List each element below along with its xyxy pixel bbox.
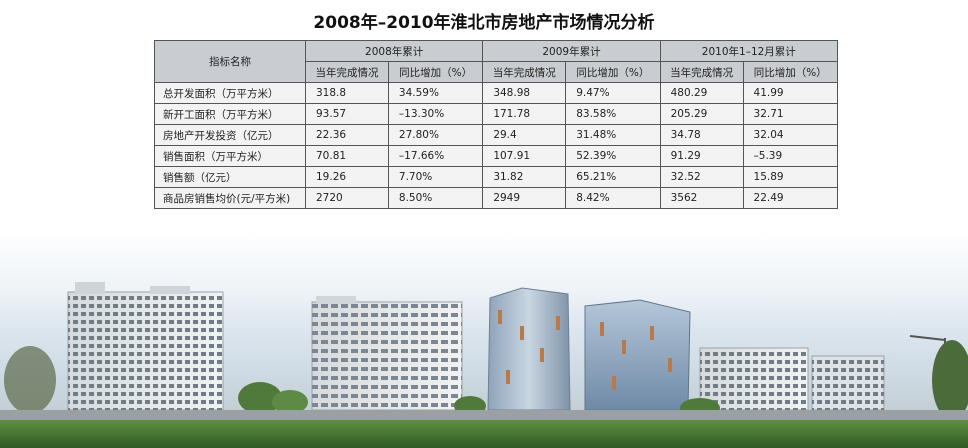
row-label: 新开工面积（万平方米） [154,103,306,125]
table-cell: 171.78 [482,103,567,125]
left-residential-tower [67,282,224,411]
table-cell: 32.71 [742,103,839,125]
table-cell: 52.39% [565,145,661,167]
table-cell: 41.99 [742,82,839,104]
center-residential-tower [311,296,463,411]
table-cell: 480.29 [659,82,744,104]
row-label: 销售额（亿元） [154,166,306,188]
row-label: 总开发面积（万平方米） [154,82,306,104]
right-residential-cluster [699,347,885,411]
table-cell: 70.81 [305,145,389,167]
table-cell: 8.50% [387,187,484,209]
table-cell: 3562 [659,187,744,209]
page-title: 2008年–2010年淮北市房地产市场情况分析 [313,13,655,33]
subheader-cell: 同比增加（%） [742,61,839,83]
corner-header: 指标名称 [154,40,306,83]
table-cell: 34.59% [387,82,484,104]
table-cell: 348.98 [482,82,567,104]
table-row: 新开工面积（万平方米） 93.57 –13.30% 171.78 83.58% … [154,103,839,125]
table-cell: 205.29 [659,103,744,125]
table-cell: 91.29 [659,145,744,167]
group-header-2008: 2008年累计 [304,40,484,62]
table-cell: 29.4 [482,124,567,146]
table-cell: 31.82 [482,166,567,188]
table-cell: 83.58% [565,103,661,125]
subheader-cell: 同比增加（%） [387,61,484,83]
table-subheader-row: 当年完成情况 同比增加（%） 当年完成情况 同比增加（%） 当年完成情况 同比增… [155,61,839,83]
table-row: 总开发面积（万平方米） 318.8 34.59% 348.98 9.47% 48… [154,82,839,104]
table-cell: 65.21% [565,166,661,188]
subheader-cell: 当年完成情况 [659,61,744,83]
table-cell: 19.26 [305,166,389,188]
table-cell: 9.47% [565,82,661,104]
table-cell: 32.52 [659,166,744,188]
group-header-2009: 2009年累计 [482,40,661,62]
group-header-2010: 2010年1–12月累计 [659,40,839,62]
table-row: 商品房销售均价(元/平方米) 2720 8.50% 2949 8.42% 356… [154,187,839,209]
table-cell: 31.48% [565,124,661,146]
row-label: 房地产开发投资（亿元） [154,124,306,146]
table-cell: 34.78 [659,124,744,146]
lawn [0,420,968,448]
subheader-cell: 当年完成情况 [305,61,389,83]
table-cell: –5.39 [742,145,839,167]
table-cell: 7.70% [387,166,484,188]
table-cell: –17.66% [387,145,484,167]
table-row: 房地产开发投资（亿元） 22.36 27.80% 29.4 31.48% 34.… [154,124,839,146]
table-cell: –13.30% [387,103,484,125]
subheader-cell: 同比增加（%） [565,61,661,83]
table-cell: 2720 [305,187,389,209]
row-label: 销售面积（万平方米） [154,145,306,167]
table-cell: 22.36 [305,124,389,146]
tree-row [4,340,968,420]
table-cell: 22.49 [742,187,839,209]
subheader-cell: 当年完成情况 [482,61,567,83]
table-cell: 27.80% [387,124,484,146]
table-cell: 318.8 [305,82,389,104]
market-stats-table: 指标名称 2008年累计 2009年累计 2010年1–12月累计 当年完成情况… [154,40,839,209]
glass-tower-left [487,287,571,411]
table-cell: 2949 [482,187,567,209]
table-cell: 8.42% [565,187,661,209]
street [0,410,968,420]
glass-tower-right [584,299,691,411]
table-cell: 32.04 [742,124,839,146]
table-header-row: 指标名称 2008年累计 2009年累计 2010年1–12月累计 [154,40,839,83]
table-cell: 93.57 [305,103,389,125]
table-row: 销售面积（万平方米） 70.81 –17.66% 107.91 52.39% 9… [154,145,839,167]
city-skyline-illustration [0,282,968,448]
row-label: 商品房销售均价(元/平方米) [154,187,306,209]
table-cell: 15.89 [742,166,839,188]
table-cell: 107.91 [482,145,567,167]
table-row: 销售额（亿元） 19.26 7.70% 31.82 65.21% 32.52 1… [154,166,839,188]
